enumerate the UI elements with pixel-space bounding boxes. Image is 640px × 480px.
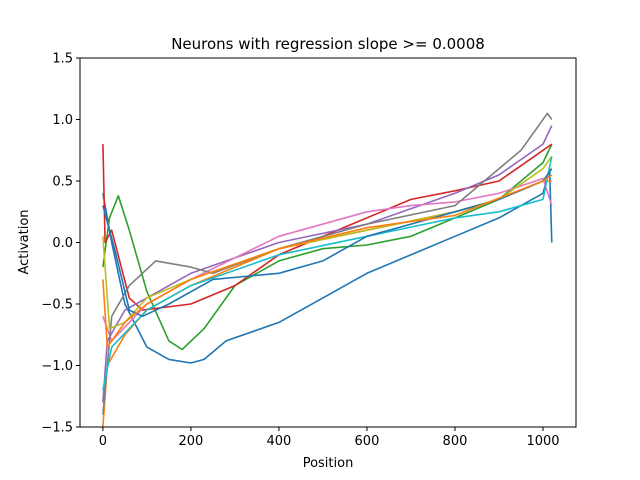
x-tick-label: 400 [267, 434, 292, 449]
x-axis-label: Position [303, 456, 354, 471]
y-tick-label: 0.0 [52, 236, 73, 251]
x-tick-label: 800 [443, 434, 468, 449]
y-tick-label: 0.5 [52, 175, 73, 190]
x-tick-label: 600 [355, 434, 380, 449]
y-axis-label: Activation [17, 209, 32, 274]
x-tick-label: 0 [99, 434, 107, 449]
y-tick-label: −0.5 [41, 298, 73, 313]
x-tick-label: 200 [178, 434, 203, 449]
series-line-neuron-11 [102, 174, 553, 348]
y-tick-label: 1.5 [52, 52, 73, 67]
y-tick-label: 1.0 [52, 113, 73, 128]
x-tick-label: 1000 [526, 434, 559, 449]
series-line-neuron-5 [102, 125, 553, 403]
y-tick-label: −1.0 [41, 359, 73, 374]
series-line-neuron-9 [102, 156, 553, 391]
y-tick-label: −1.5 [41, 421, 73, 436]
series-line-neuron-1 [102, 167, 553, 364]
x-axis-ticks: 0 200 400 600 800 1000 [99, 427, 560, 449]
y-axis-ticks: −1.5 −1.0 −0.5 0.0 0.5 1.0 1.5 [41, 52, 80, 436]
series-lines [102, 112, 553, 428]
chart-title: Neurons with regression slope >= 0.0008 [171, 35, 485, 53]
series-line-neuron-4 [102, 143, 553, 311]
